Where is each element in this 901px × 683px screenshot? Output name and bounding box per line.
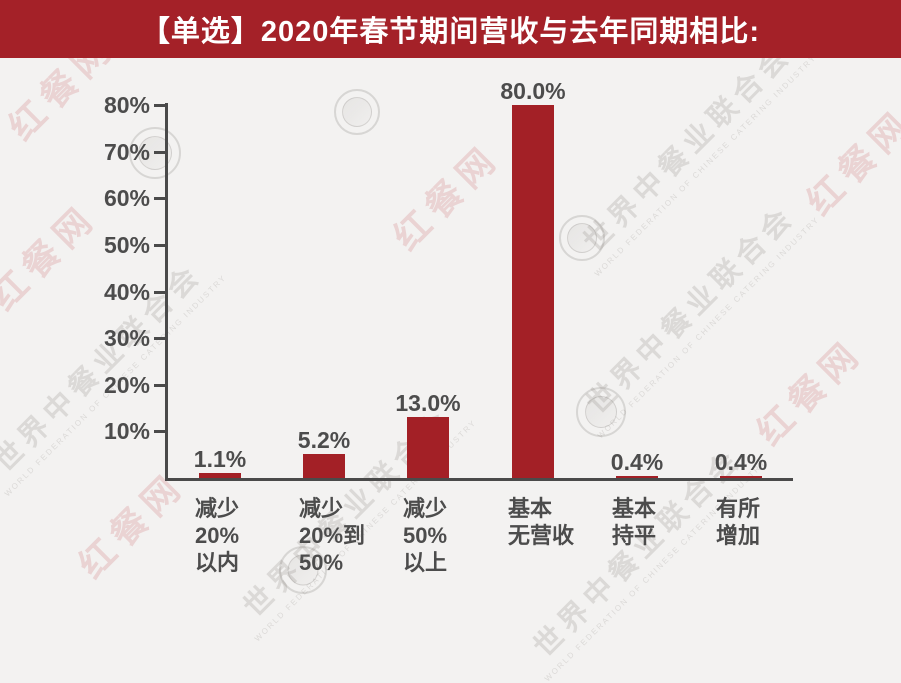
y-tick-label: 40%	[103, 279, 150, 305]
y-tick-mark	[154, 197, 165, 200]
bar	[407, 417, 449, 478]
category-label-line: 基本	[612, 496, 657, 521]
y-tick-mark	[154, 151, 165, 154]
category-label-line: 无营收	[508, 523, 575, 548]
y-tick-label: 20%	[103, 372, 150, 398]
y-tick-mark	[154, 337, 165, 340]
category-label-line: 以上	[403, 550, 448, 575]
bar	[720, 476, 762, 478]
bar-value-label: 5.2%	[297, 427, 351, 453]
bar-value-label: 0.4%	[714, 449, 768, 475]
bar	[512, 105, 554, 478]
y-tick-label: 30%	[103, 325, 150, 351]
y-tick-label: 10%	[103, 418, 150, 444]
category-label: 减少 50% 以上	[403, 495, 447, 576]
category-label-line: 基本	[508, 496, 553, 521]
y-tick-mark	[154, 244, 165, 247]
category-label-line: 增加	[716, 523, 761, 548]
category-label-line: 50%	[299, 550, 344, 575]
category-label: 减少 20%到 50%	[299, 495, 365, 576]
y-tick-mark	[154, 430, 165, 433]
category-label-line: 以内	[195, 550, 240, 575]
y-tick-mark	[154, 104, 165, 107]
bar	[616, 476, 658, 478]
y-tick-label: 50%	[103, 232, 150, 258]
x-axis-line	[165, 478, 793, 481]
bar-value-label: 1.1%	[193, 446, 247, 472]
y-tick-mark	[154, 291, 165, 294]
category-label-line: 持平	[612, 523, 657, 548]
y-axis-line	[165, 103, 168, 481]
category-label: 基本 持平	[612, 495, 656, 549]
category-label-line: 50%	[403, 523, 448, 548]
y-tick-label: 80%	[103, 92, 150, 118]
y-tick-label: 70%	[103, 139, 150, 165]
chart-title: 【单选】2020年春节期间营收与去年同期相比:	[140, 16, 761, 48]
category-label: 有所 增加	[716, 495, 760, 549]
bar-value-label: 80.0%	[500, 78, 566, 104]
bar-value-label: 0.4%	[610, 449, 664, 475]
category-label-line: 减少	[299, 496, 344, 521]
category-label-line: 有所	[716, 496, 761, 521]
category-label-line: 减少	[403, 496, 448, 521]
category-label-line: 20%到	[299, 523, 366, 548]
bar-chart: 10% 20% 30% 40% 50% 60% 70% 80% 1.1% 减少 20% 以内 5.2% 减…	[103, 78, 793, 576]
category-label-line: 减少	[195, 496, 240, 521]
category-label: 基本 无营收	[508, 495, 574, 549]
category-label: 减少 20% 以内	[195, 495, 239, 576]
bar	[199, 473, 241, 478]
category-label-line: 20%	[195, 523, 240, 548]
bar	[303, 454, 345, 478]
title-bar: 【单选】2020年春节期间营收与去年同期相比:	[0, 0, 901, 58]
bar-value-label: 13.0%	[395, 390, 461, 416]
y-tick-mark	[154, 384, 165, 387]
y-tick-label: 60%	[103, 185, 150, 211]
